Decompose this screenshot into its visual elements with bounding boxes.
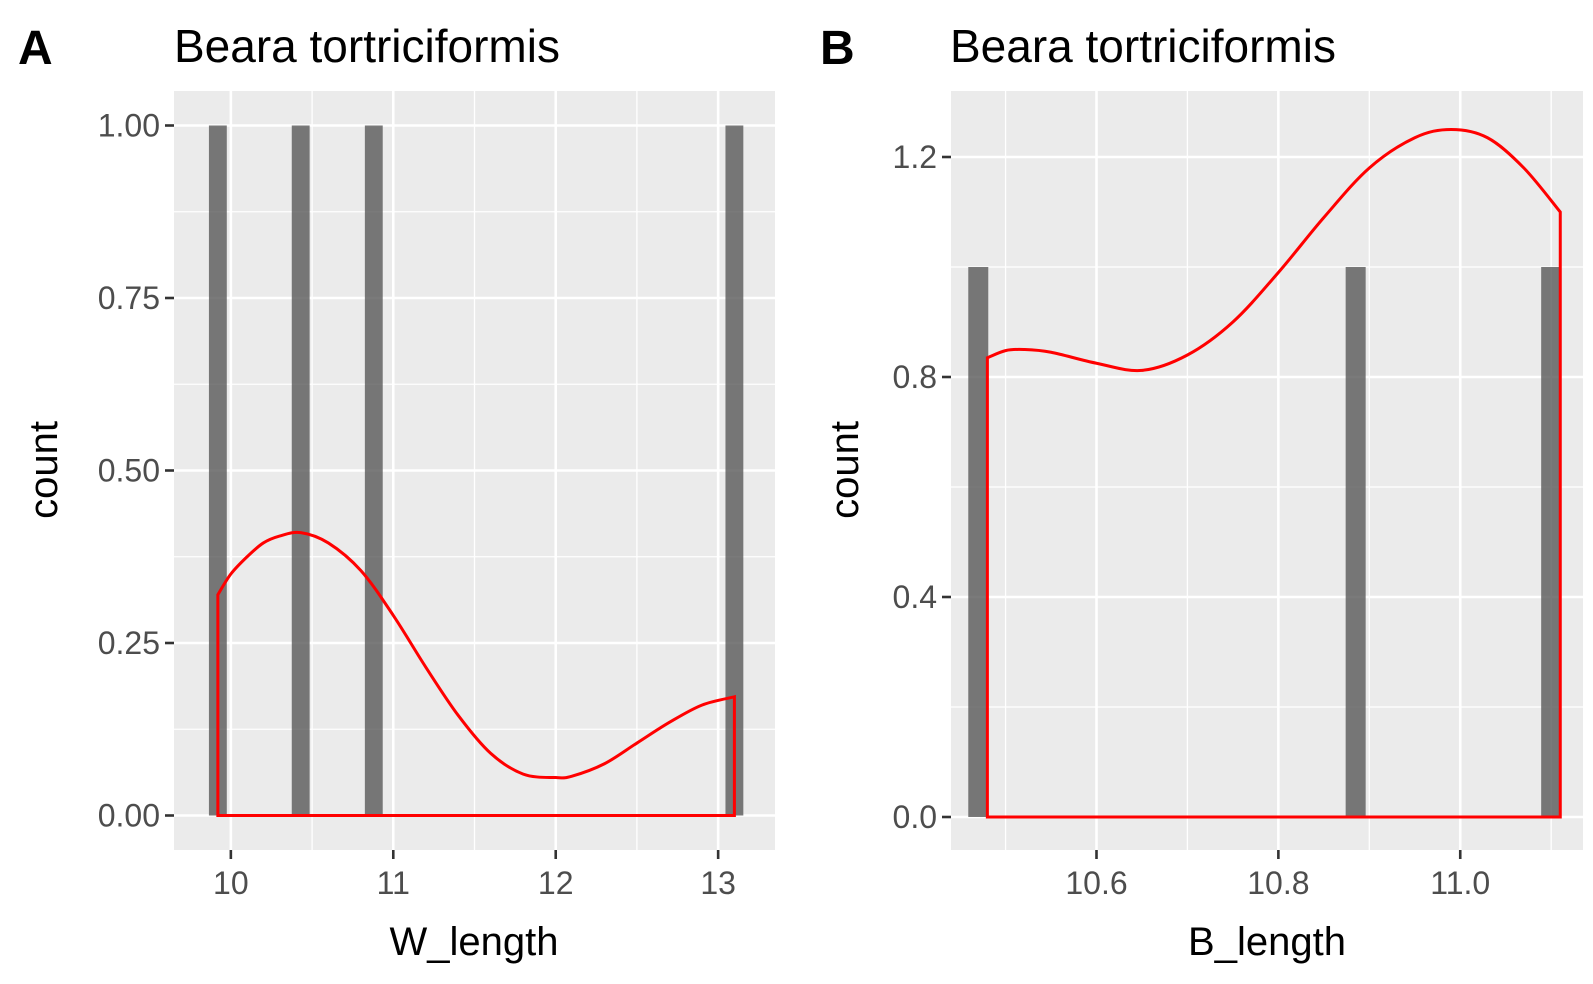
panel-label: A	[18, 22, 53, 75]
y-tick-label: 0.0	[893, 799, 937, 835]
y-axis-title: count	[22, 421, 66, 519]
grid-lines	[174, 91, 775, 850]
x-tick-label: 11	[377, 865, 410, 901]
panel-label: B	[820, 22, 855, 75]
y-tick-label: 0.75	[98, 280, 160, 316]
x-tick-label: 10	[213, 865, 249, 901]
density-layer	[216, 530, 736, 817]
density-layer	[985, 127, 1562, 819]
x-axis-title: B_length	[1188, 920, 1346, 964]
y-tick-label: 1.2	[893, 139, 937, 175]
y-axis: 0.00 0.25 0.50 0.75 1.00	[98, 108, 174, 834]
y-tick-label: 0.4	[893, 579, 937, 615]
chart-title: Beara tortriciformis	[950, 20, 1336, 72]
x-axis-title: W_length	[390, 920, 559, 964]
x-axis: 10 11 12 13	[213, 850, 736, 901]
histogram-bars	[208, 125, 744, 816]
histogram-bar	[968, 267, 989, 817]
panel-b: B Beara tortriciformis 0.0 0.4 0.8 1.2 10.6…	[820, 20, 1583, 964]
histogram-bar	[364, 125, 383, 816]
y-tick-label: 1.00	[98, 108, 160, 144]
y-tick-label: 0.50	[98, 453, 160, 489]
x-tick-label: 11.0	[1430, 865, 1490, 901]
histogram-bars	[968, 267, 1562, 817]
x-tick-label: 10.8	[1247, 865, 1309, 901]
x-tick-label: 10.6	[1065, 865, 1127, 901]
histogram-bar	[1345, 267, 1366, 817]
histogram-bar	[291, 125, 310, 816]
y-axis: 0.0 0.4 0.8 1.2	[893, 139, 951, 835]
density-curve	[985, 127, 1562, 819]
y-tick-label: 0.00	[98, 798, 160, 834]
y-axis-title: count	[823, 421, 867, 519]
density-curve	[216, 530, 736, 817]
x-tick-label: 13	[700, 865, 736, 901]
plot-background	[951, 91, 1583, 850]
chart-title: Beara tortriciformis	[174, 20, 560, 72]
histogram-bar	[725, 125, 744, 816]
panel-a: A Beara tortriciformis 0.00 0.25 0.50 0.75 1…	[18, 20, 775, 964]
histogram-bar	[1541, 267, 1562, 817]
x-axis: 10.6 10.8 11.0	[1065, 850, 1490, 901]
y-tick-label: 0.25	[98, 625, 160, 661]
histogram-bar	[208, 125, 227, 816]
y-tick-label: 0.8	[893, 359, 937, 395]
x-tick-label: 12	[538, 865, 574, 901]
